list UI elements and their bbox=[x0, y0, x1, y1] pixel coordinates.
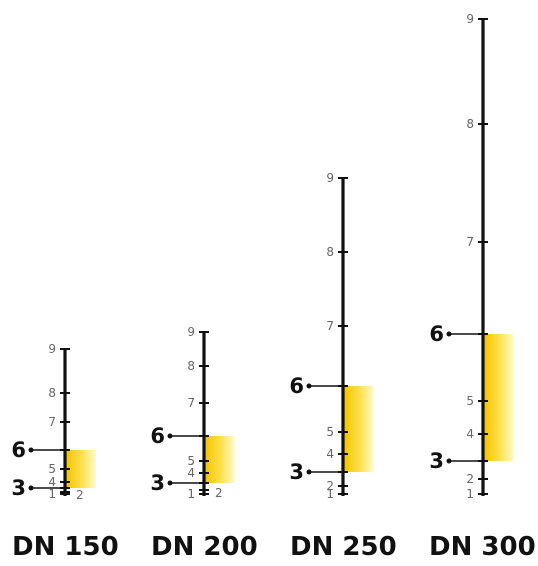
tick-label: 7 bbox=[466, 235, 474, 249]
range-high-label: 6 bbox=[289, 374, 304, 398]
tick-label: 5 bbox=[466, 394, 474, 408]
range-high-leader-dot bbox=[167, 433, 173, 439]
tick-label: 2 bbox=[215, 486, 223, 500]
tick-label: 1 bbox=[187, 487, 195, 501]
tick-label: 4 bbox=[48, 475, 56, 489]
scale-3: 12 4 5 7 8 9 6 3 bbox=[429, 12, 514, 501]
tick-label: 8 bbox=[187, 359, 195, 373]
range-high-label: 6 bbox=[150, 424, 165, 448]
scale-2: 12 4 5 7 8 9 6 3 bbox=[289, 171, 374, 501]
tick-label: 4 bbox=[187, 466, 195, 480]
scale-title-dn300: DN 300 bbox=[429, 532, 536, 562]
range-low-leader-dot bbox=[28, 485, 34, 491]
scale-title-dn250: DN 250 bbox=[290, 532, 397, 562]
tick-label: 9 bbox=[326, 171, 334, 185]
tick-label: 5 bbox=[48, 462, 56, 476]
range-high-leader-dot bbox=[306, 383, 312, 389]
tick-label: 7 bbox=[48, 415, 56, 429]
range-low-label: 3 bbox=[289, 460, 304, 484]
tick-label: 4 bbox=[326, 447, 334, 461]
range-low-label: 3 bbox=[429, 449, 444, 473]
range-low-leader-dot bbox=[446, 458, 452, 464]
tick-label: 8 bbox=[466, 117, 474, 131]
range-low-leader-dot bbox=[306, 469, 312, 475]
tick-label: 7 bbox=[187, 396, 195, 410]
scale-title-dn200: DN 200 bbox=[151, 532, 258, 562]
range-high-leader-dot bbox=[446, 331, 452, 337]
scale-0: 1 2 45 7 8 9 6 3 bbox=[11, 342, 96, 502]
range-highlight-bar bbox=[343, 386, 374, 472]
tick-label: 8 bbox=[48, 386, 56, 400]
range-high-leader-dot bbox=[28, 447, 34, 453]
range-high-label: 6 bbox=[11, 438, 26, 462]
range-low-label: 3 bbox=[150, 471, 165, 495]
range-high-label: 6 bbox=[429, 322, 444, 346]
range-highlight-bar bbox=[483, 334, 514, 461]
tick-label: 5 bbox=[326, 425, 334, 439]
tick-label: 1 bbox=[326, 487, 334, 501]
tick-label: 2 bbox=[326, 479, 334, 493]
range-highlight-bar bbox=[65, 450, 96, 488]
tick-label: 4 bbox=[466, 427, 474, 441]
tick-label: 5 bbox=[187, 454, 195, 468]
tick-label: 2 bbox=[466, 472, 474, 486]
tick-label: 1 bbox=[466, 487, 474, 501]
tick-label: 7 bbox=[326, 319, 334, 333]
scale-1: 1 2 45 7 8 9 6 3 bbox=[150, 325, 235, 501]
tick-label: 8 bbox=[326, 245, 334, 259]
range-highlight-bar bbox=[204, 436, 235, 483]
tick-label: 9 bbox=[466, 12, 474, 26]
scale-title-dn150: DN 150 bbox=[12, 532, 119, 562]
range-low-label: 3 bbox=[11, 476, 26, 500]
range-low-leader-dot bbox=[167, 480, 173, 486]
tick-label: 1 bbox=[48, 487, 56, 501]
tick-label: 9 bbox=[187, 325, 195, 339]
tick-label: 9 bbox=[48, 342, 56, 356]
tick-label: 2 bbox=[76, 488, 84, 502]
